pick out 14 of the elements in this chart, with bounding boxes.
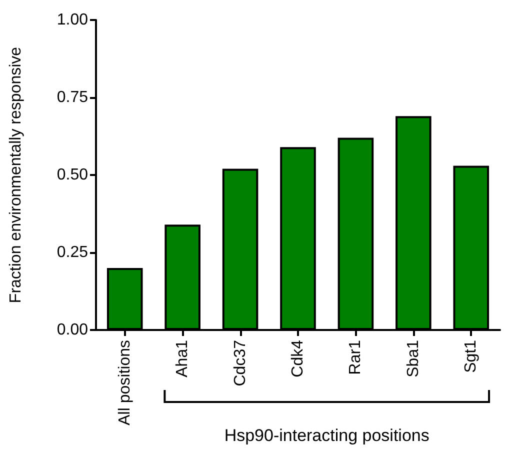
x-tick-label: Sgt1 (462, 340, 480, 373)
y-axis-title: Fraction environmentally responsive (8, 46, 24, 304)
y-tick-label: 0.75 (56, 89, 88, 106)
x-tick-label: Rar1 (347, 340, 364, 375)
y-tick-label: 0.00 (56, 322, 88, 338)
x-tick-label: Aha1 (174, 340, 192, 378)
y-tick-label: 0.50 (56, 166, 88, 184)
x-tick-label: Cdc37 (232, 340, 249, 386)
text: Hsp90-interacting positions (224, 426, 430, 446)
x-tick-label: All positions (116, 340, 134, 426)
y-tick-label: 1.00 (56, 12, 88, 28)
x-tick-label: Sba1 (404, 340, 422, 378)
x-tick-label: Cdk4 (290, 340, 306, 378)
y-tick-label: 0.25 (56, 244, 88, 261)
